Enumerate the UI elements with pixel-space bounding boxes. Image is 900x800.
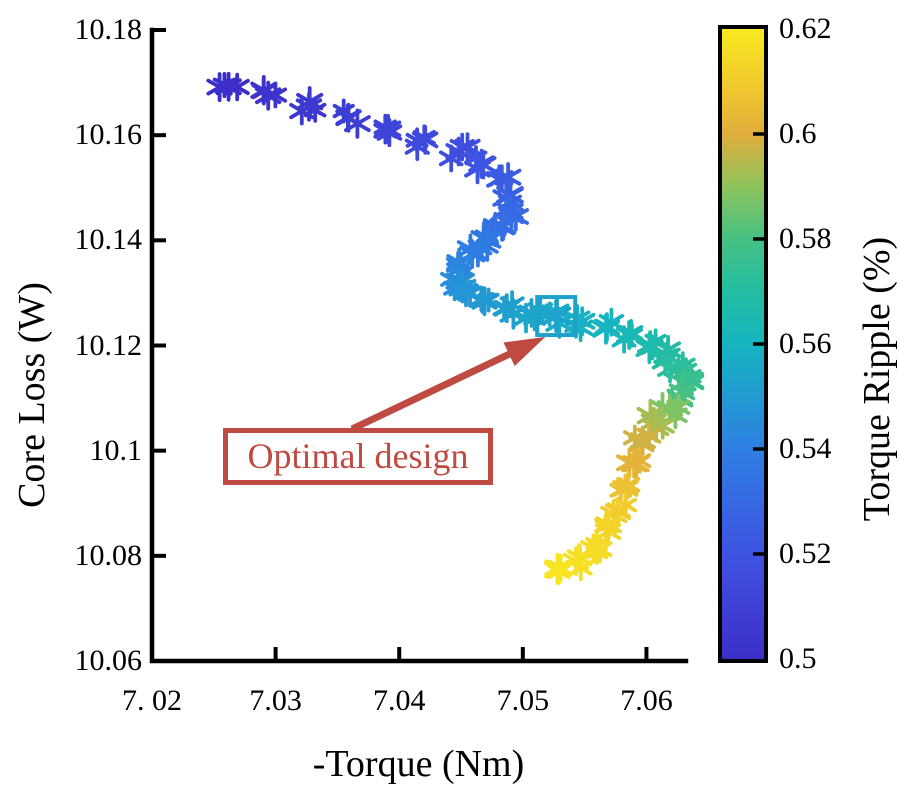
scatter-point xyxy=(614,492,638,518)
scatter-point xyxy=(263,81,288,109)
scatter-point xyxy=(598,307,625,337)
annotation-text: Optimal design xyxy=(247,436,469,476)
scatter-point xyxy=(224,72,250,102)
scatter-point xyxy=(544,552,571,583)
y-tick-label: 10.06 xyxy=(74,644,143,677)
y-tick-label: 10.14 xyxy=(74,223,143,257)
annotation-arrow-head xyxy=(503,337,546,366)
optimal-marker-asterisk xyxy=(541,299,572,334)
x-tick-label: 7. 02 xyxy=(122,684,182,717)
scatter-point xyxy=(594,511,618,539)
scatter-point xyxy=(464,145,488,171)
colorbar-tick-label: 0.56 xyxy=(779,327,832,360)
scatter-point xyxy=(523,305,546,332)
x-tick-label: 7.06 xyxy=(620,684,673,717)
x-axis-label: -Torque (Nm) xyxy=(312,743,525,785)
y-tick-label: 10.1 xyxy=(89,433,143,467)
colorbar-tick-label: 0.6 xyxy=(779,117,817,150)
scatter-point xyxy=(587,535,613,564)
annotation-box: Optimal design xyxy=(223,428,493,485)
x-tick-label: 7.04 xyxy=(372,684,426,717)
scatter-point xyxy=(495,195,519,223)
x-tick-label: 7.03 xyxy=(249,684,302,717)
y-tick-label: 10.16 xyxy=(74,118,143,152)
y-tick-label: 10.08 xyxy=(74,538,143,572)
scatter-point xyxy=(373,117,398,145)
scatter-point xyxy=(332,98,355,124)
colorbar-tick-label: 0.62 xyxy=(779,12,832,45)
colorbar-tick-label: 0.54 xyxy=(779,432,832,465)
colorbar-tick-label: 0.52 xyxy=(779,537,832,570)
axis-lines xyxy=(149,27,689,664)
colorbar-tick-label: 0.5 xyxy=(779,642,817,675)
colorbar-tick-label: 0.58 xyxy=(779,222,832,255)
scatter-point xyxy=(440,266,464,293)
scatter-point xyxy=(296,86,324,118)
scatter-point xyxy=(343,108,371,139)
scatter-point xyxy=(499,290,525,319)
x-tick-label: 7.05 xyxy=(496,684,550,717)
scatter-point xyxy=(679,363,702,389)
scatter-point xyxy=(628,447,652,474)
y-tick-label: 10.18 xyxy=(74,13,143,46)
optimal-marker-square xyxy=(535,295,578,338)
scatter-point xyxy=(251,77,276,105)
annotation-arrow-shaft xyxy=(350,345,522,433)
scatter-point xyxy=(404,132,430,162)
scatter-point xyxy=(666,393,691,421)
y-tick-label: 10.12 xyxy=(74,328,143,362)
